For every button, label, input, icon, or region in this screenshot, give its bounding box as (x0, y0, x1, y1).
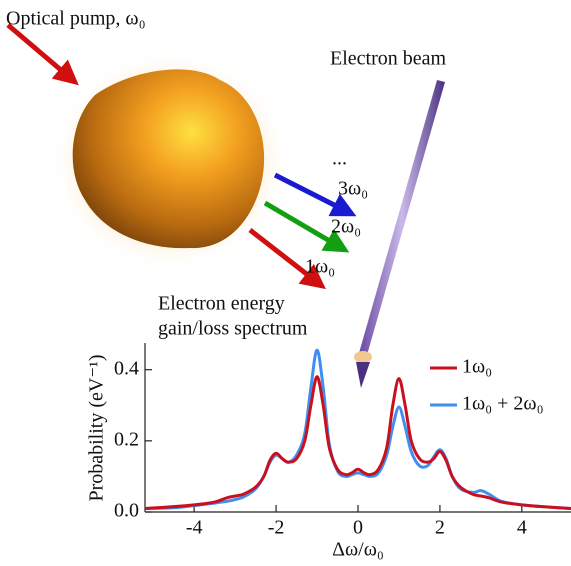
x-tick-label: -4 (186, 517, 203, 539)
beam-spot (354, 351, 372, 363)
series-line (145, 350, 571, 508)
x-tick-label: -2 (268, 517, 285, 539)
pump-label: Optical pump, ω₀ (6, 8, 146, 30)
y-tick-label: 0.4 (114, 357, 139, 379)
figure: Optical pump, ω₀ Electron beam ... 3ω₀ 2… (0, 0, 571, 566)
x-axis-label: Δω/ω₀ (332, 539, 384, 561)
x-tick-label: 2 (435, 517, 445, 539)
harmonic-label: 3ω₀ (338, 178, 368, 200)
y-tick-label: 0.0 (114, 500, 139, 522)
legend-label: 1ω₀ + 2ω₀ (462, 393, 544, 415)
spectrum-label: Electron energy (158, 293, 285, 315)
x-tick-label: 4 (517, 517, 527, 539)
legend-label: 1ω₀ (462, 356, 492, 378)
harmonic-label: ... (332, 148, 347, 170)
spectrum-label: gain/loss spectrum (158, 318, 308, 340)
beam-label: Electron beam (330, 48, 446, 70)
y-tick-label: 0.2 (114, 428, 139, 450)
illustration: Optical pump, ω₀ Electron beam ... 3ω₀ 2… (6, 8, 446, 388)
electron-beam (359, 80, 445, 355)
y-axis-label: Probability (eV⁻¹) (86, 354, 108, 501)
harmonic-label: 2ω₀ (331, 216, 361, 238)
x-tick-label: 0 (353, 517, 363, 539)
page: {"illustration": {"pump_label": "Optical… (0, 0, 571, 566)
beam-tip (356, 362, 370, 388)
harmonic-label: 1ω₀ (305, 256, 335, 278)
pump-arrow (8, 25, 75, 82)
